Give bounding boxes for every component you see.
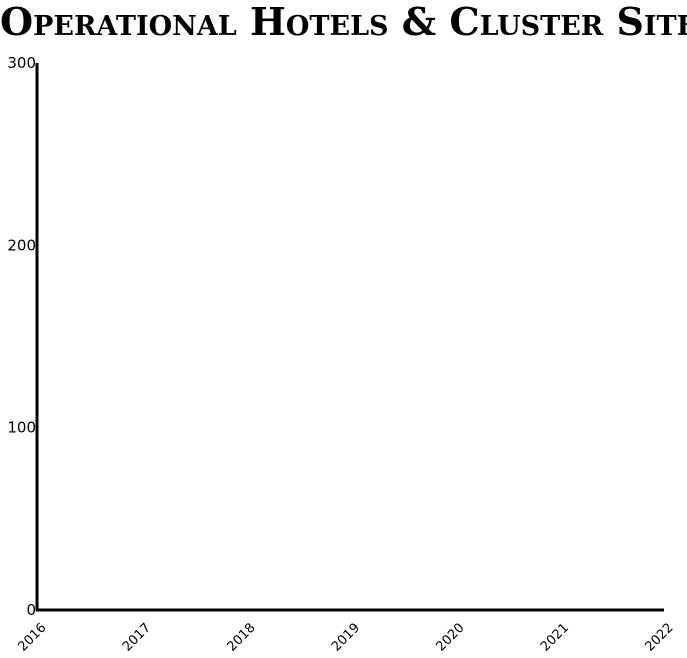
x-tick-label: 2016: [16, 621, 50, 655]
x-tick-label: 2018: [225, 621, 259, 655]
x-tick-labels: 2016 2017 2018 2019 2020 2021 2022: [16, 621, 677, 655]
y-tick-label: 200: [7, 236, 36, 254]
x-tick-label: 2020: [434, 621, 468, 655]
x-tick-label: 2022: [643, 621, 677, 655]
y-tick-label: 0: [26, 601, 36, 619]
x-tick-label: 2021: [538, 621, 572, 655]
y-tick-labels: 0 100 200 300: [7, 54, 36, 619]
x-tick-label: 2019: [329, 621, 363, 655]
y-tick-label: 300: [7, 54, 36, 72]
chart-title: Operational Hotels & Cluster Sites: [0, 0, 687, 44]
y-tick-label: 100: [7, 419, 36, 437]
x-tick-label: 2017: [120, 621, 154, 655]
